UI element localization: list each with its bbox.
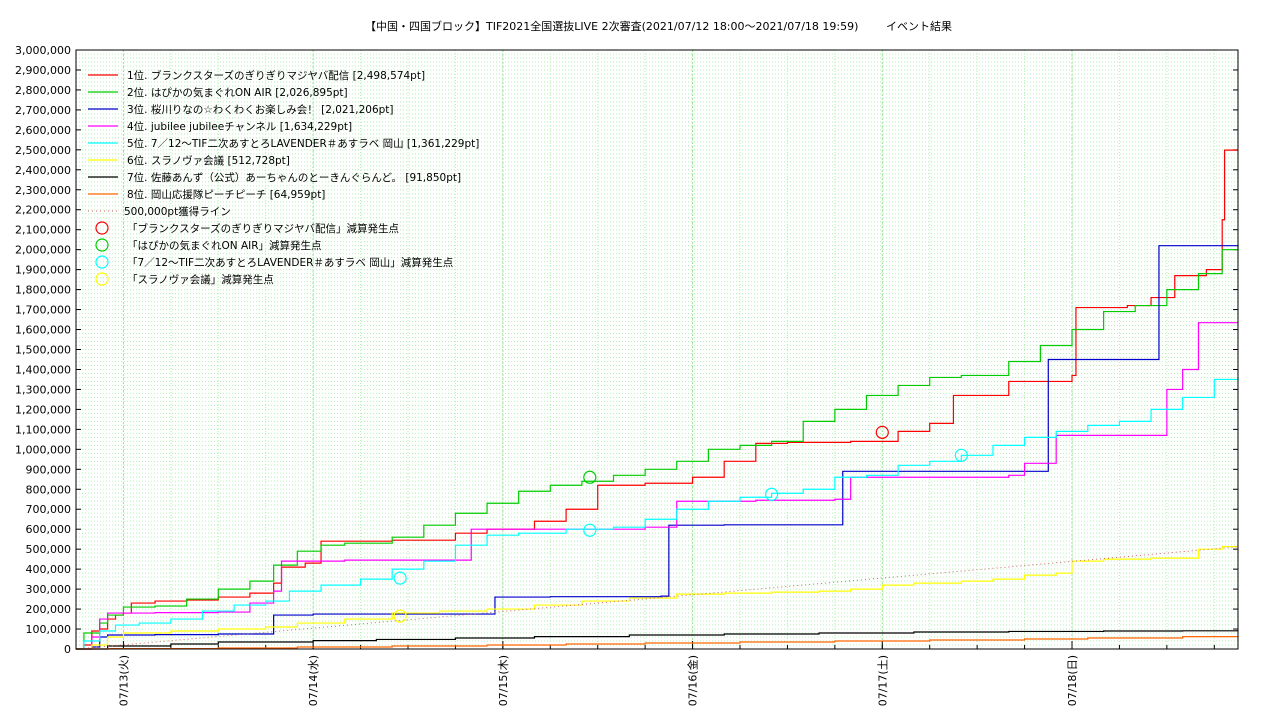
legend-marker-swatch <box>95 238 109 252</box>
legend-entry: 2位. はぴかの気まぐれON AIR [2,026,895pt] <box>127 86 348 99</box>
legend-marker-swatch <box>95 221 109 235</box>
y-tick-label: 700,000 <box>26 503 72 516</box>
y-tick-label: 2,900,000 <box>15 64 71 77</box>
y-tick-label: 2,100,000 <box>15 224 71 237</box>
legend-entry: 3位. 桜川りなの☆わくわくお楽しみ会！ [2,021,206pt] <box>127 103 394 116</box>
series-line-1 <box>76 149 1238 650</box>
y-tick-label: 1,200,000 <box>15 403 71 416</box>
series-line-4 <box>76 322 1238 650</box>
y-axis: 0 100,000 200,000 300,000 400,000 500,000 600,… <box>15 44 1238 656</box>
x-tick-label: 07/16(金) <box>686 655 700 706</box>
x-tick-label: 07/14(水) <box>307 655 320 706</box>
series-line-8 <box>76 636 1239 650</box>
chart-title: 【中国・四国ブロック】TIF2021全国選抜LIVE 2次審査(2021/07/… <box>365 19 858 33</box>
series-lines <box>75 149 1239 650</box>
y-tick-label: 2,200,000 <box>15 204 71 217</box>
x-axis: 07/13(火) 07/14(水) 07/15(木) 07/16(金) 07/17(土)… <box>75 641 1215 706</box>
legend-marker-swatch <box>95 272 109 286</box>
y-tick-label: 400,000 <box>26 563 72 576</box>
series-line-3 <box>76 245 1239 650</box>
y-tick-label: 2,000,000 <box>15 244 71 257</box>
y-tick-label: 1,300,000 <box>15 383 71 396</box>
series-line-5 <box>76 377 1239 650</box>
deduction-marker-4 <box>393 609 407 623</box>
y-tick-label: 600,000 <box>26 523 72 536</box>
y-tick-label: 0 <box>64 643 71 656</box>
legend-entry: 「7／12～TIF二次あすとろLAVENDER＃あすラベ 岡山」減算発生点 <box>127 256 453 269</box>
legend-entry: 4位. jubilee jubileeチャンネル [1,634,229pt] <box>127 120 352 133</box>
y-tick-label: 1,100,000 <box>15 423 71 436</box>
y-tick-label: 1,500,000 <box>15 344 71 357</box>
legend: 1位. ブランクスターズのぎりぎりマジヤバ配信 [2,498,574pt] 2位.… <box>88 69 479 286</box>
y-tick-label: 300,000 <box>26 583 72 596</box>
legend-entry: 7位. 佐藤あんず（公式）あーちゃんのとーきんぐらんど。 [91,850pt] <box>127 171 461 184</box>
y-tick-label: 2,800,000 <box>15 84 71 97</box>
legend-entry: 「スラノヴァ会議」減算発生点 <box>127 273 274 286</box>
x-tick-label: 07/18(日) <box>1066 655 1079 706</box>
target-line <box>75 546 1239 650</box>
y-tick-label: 800,000 <box>26 483 72 496</box>
y-tick-label: 1,000,000 <box>15 443 71 456</box>
legend-entry: 8位. 岡山応援隊ピーチピーチ [64,959pt] <box>127 188 325 201</box>
chart-subtitle: イベント結果 <box>886 19 952 33</box>
x-tick-label: 07/15(木) <box>497 655 510 706</box>
series-line-7 <box>76 630 1239 650</box>
y-tick-label: 500,000 <box>26 543 72 556</box>
deduction-marker-3 <box>954 448 968 462</box>
series-line-6 <box>76 546 1238 650</box>
y-tick-label: 200,000 <box>26 603 72 616</box>
y-tick-label: 2,600,000 <box>15 124 71 137</box>
y-tick-label: 1,900,000 <box>15 264 71 277</box>
legend-entry: 6位. スラノヴァ会議 [512,728pt] <box>127 154 290 167</box>
deduction-marker-3 <box>393 571 407 585</box>
x-tick-label: 07/17(土) <box>876 655 889 706</box>
y-tick-label: 2,400,000 <box>15 164 71 177</box>
x-tick-label: 07/13(火) <box>117 655 130 706</box>
legend-entry: 500,000pt獲得ライン <box>124 205 231 218</box>
legend-entry: 「ブランクスターズのぎりぎりマジヤバ配信」減算発生点 <box>127 222 399 235</box>
legend-entry: 「はぴかの気まぐれON AIR」減算発生点 <box>127 239 322 252</box>
y-tick-label: 1,700,000 <box>15 304 71 317</box>
legend-entry: 1位. ブランクスターズのぎりぎりマジヤバ配信 [2,498,574pt] <box>127 69 425 82</box>
y-tick-label: 1,400,000 <box>15 363 71 376</box>
deduction-marker-3 <box>765 487 779 501</box>
deduction-marker-2 <box>583 470 597 484</box>
y-tick-label: 2,300,000 <box>15 184 71 197</box>
y-tick-label: 3,000,000 <box>15 44 71 57</box>
grid <box>75 49 1238 650</box>
y-tick-label: 100,000 <box>26 623 72 636</box>
y-tick-label: 2,500,000 <box>15 144 71 157</box>
legend-entry: 5位. 7／12～TIF二次あすとろLAVENDER＃あすラベ 岡山 [1,36… <box>127 137 479 150</box>
series-line-2 <box>76 244 1239 650</box>
series-markers <box>393 425 968 623</box>
legend-marker-swatch <box>95 255 109 269</box>
plot-frame <box>75 49 1239 650</box>
y-tick-label: 2,700,000 <box>15 104 71 117</box>
y-tick-label: 900,000 <box>26 463 72 476</box>
deduction-marker-3 <box>583 523 597 537</box>
y-tick-label: 1,800,000 <box>15 284 71 297</box>
y-tick-label: 1,600,000 <box>15 324 71 337</box>
deduction-marker-1 <box>875 425 889 439</box>
